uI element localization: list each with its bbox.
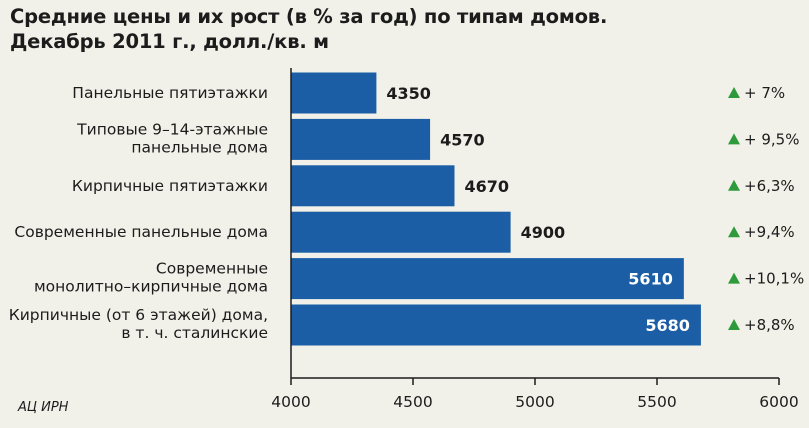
x-tick-label-1: 4000: [271, 393, 310, 411]
category-label-2-line-1: Типовые 9–14-этажные: [76, 120, 268, 138]
bar-value-label-5: 5610: [628, 270, 673, 289]
growth-up-arrow-icon: [728, 272, 740, 284]
category-label-5-line-1: Современные: [156, 260, 268, 278]
x-tick-label-4: 5500: [637, 393, 676, 411]
growth-label-6: +8,8%: [744, 316, 795, 334]
category-label-6-line-2: в т. ч. сталинские: [121, 324, 268, 342]
bar-value-label-6: 5680: [645, 316, 690, 335]
growth-up-arrow-icon: [728, 226, 740, 238]
category-label-3: Кирпичные пятиэтажки: [72, 177, 268, 195]
growth-up-arrow-icon: [728, 179, 740, 191]
category-label-1: Панельные пятиэтажки: [72, 84, 268, 102]
growth-label-4: +9,4%: [744, 223, 795, 241]
growth-label-2: + 9,5%: [744, 130, 799, 148]
x-tick-label-5: 6000: [759, 393, 798, 411]
growth-label-1: + 7%: [744, 84, 785, 102]
category-label-2-line-2: панельные дома: [131, 138, 268, 156]
bar-3: [291, 165, 455, 207]
chart-title-line-2: Декабрь 2011 г., долл./кв. м: [10, 30, 329, 53]
growth-up-arrow-icon: [728, 87, 740, 98]
bar-5: [291, 258, 684, 300]
category-label-4: Современные панельные дома: [14, 223, 268, 241]
x-tick-label-3: 5000: [515, 393, 554, 411]
chart-title-line-1: Средние цены и их рост (в % за год) по т…: [10, 5, 608, 28]
bar-value-label-4: 4900: [521, 223, 566, 242]
x-tick-label-2: 4500: [393, 393, 432, 411]
source-label: АЦ ИРН: [18, 400, 69, 415]
bar-value-label-1: 4350: [386, 84, 431, 103]
chart-title: Средние цены и их рост (в % за год) по т…: [10, 4, 607, 54]
growth-label-5: +10,1%: [744, 270, 804, 288]
bar-1: [291, 72, 377, 114]
growth-label-3: +6,3%: [744, 177, 795, 195]
growth-up-arrow-icon: [728, 319, 740, 330]
bar-2: [291, 118, 431, 160]
category-label-5-line-2: монолитно–кирпичные дома: [34, 278, 268, 296]
bar-4: [291, 211, 511, 253]
bar-value-label-2: 4570: [440, 130, 485, 149]
category-label-6-line-1: Кирпичные (от 6 этажей) дома,: [9, 306, 268, 324]
bar-6: [291, 304, 701, 346]
bar-value-label-3: 4670: [464, 177, 509, 196]
growth-up-arrow-icon: [728, 133, 740, 145]
